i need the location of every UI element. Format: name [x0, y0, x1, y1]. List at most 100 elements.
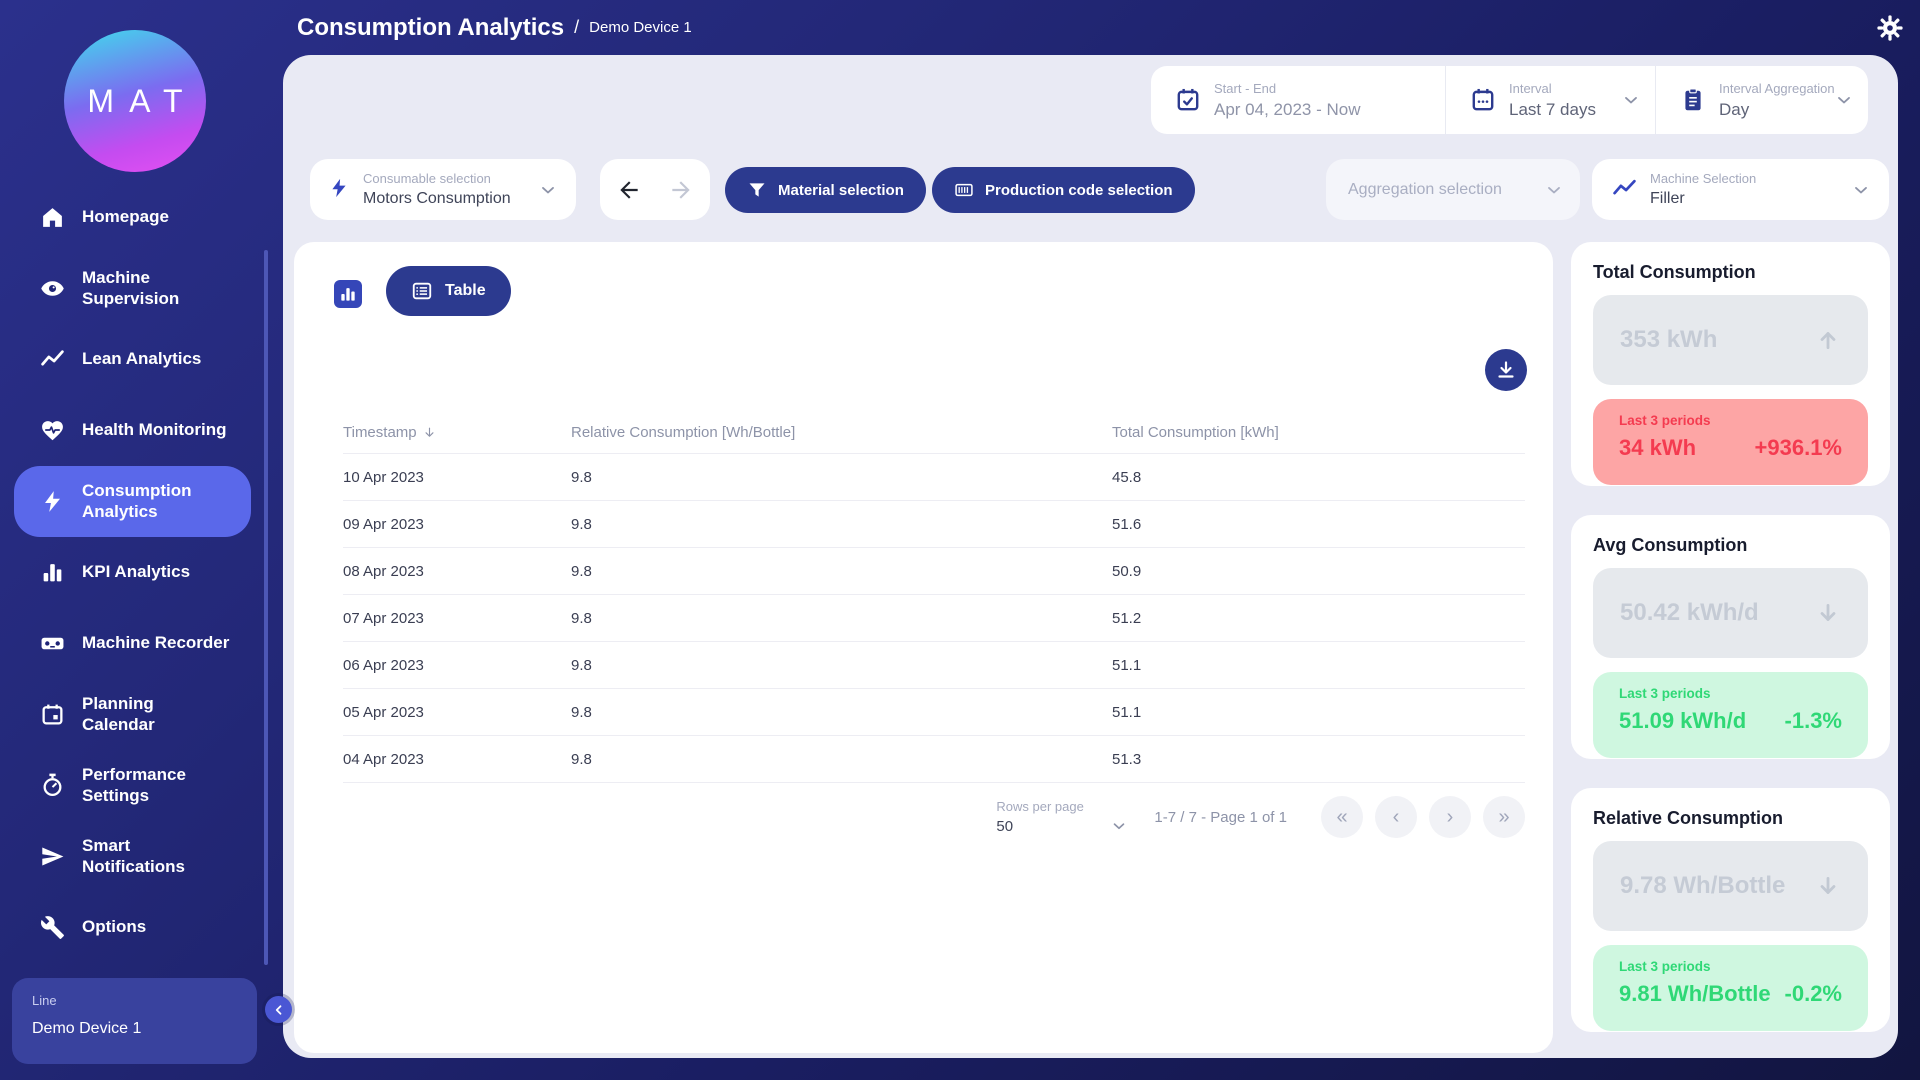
chevron-down-icon	[1110, 817, 1128, 835]
sidebar-item-options[interactable]: Options	[0, 892, 283, 963]
cell-timestamp: 06 Apr 2023	[343, 656, 424, 674]
history-nav	[600, 159, 710, 220]
sidebar-item-smart-notifications[interactable]: Smart Notifications	[0, 821, 283, 892]
stat-delta-percent: -1.3%	[1784, 708, 1842, 733]
arrow-forward-icon[interactable]	[668, 177, 694, 203]
table-row[interactable]: 09 Apr 2023 9.8 51.6	[343, 501, 1525, 548]
stats-column: Total Consumption 353 kWh Last 3 periods…	[1571, 242, 1890, 1032]
production-code-selection-button[interactable]: Production code selection	[932, 167, 1195, 213]
rows-per-page-select[interactable]: 50	[996, 817, 1128, 835]
sidebar-item-label: Smart	[82, 835, 131, 855]
sidebar-item-planning-calendar[interactable]: Planning Calendar	[0, 679, 283, 750]
table-view-toggle-button[interactable]: Table	[386, 266, 511, 316]
chevron-down-icon	[1834, 90, 1854, 110]
sidebar-item-health-monitoring[interactable]: Health Monitoring	[0, 395, 283, 466]
chart-view-toggle-button[interactable]	[334, 280, 362, 308]
last-page-button[interactable]: »	[1483, 796, 1525, 838]
stat-title: Total Consumption	[1593, 262, 1756, 282]
gear-icon	[1876, 14, 1904, 42]
sidebar-item-machine-supervision[interactable]: Machine Supervision	[0, 253, 283, 324]
cell-timestamp: 05 Apr 2023	[343, 703, 424, 721]
column-timestamp[interactable]: Timestamp	[343, 424, 417, 441]
sidebar-item-homepage[interactable]: Homepage	[0, 182, 283, 253]
start-end-label: Start - End	[1214, 80, 1277, 96]
interval-filter[interactable]: Interval Last 7 days	[1445, 66, 1655, 134]
cell-total: 51.1	[1112, 703, 1142, 721]
previous-page-button[interactable]: ‹	[1375, 796, 1417, 838]
cell-relative: 9.8	[571, 468, 592, 486]
cell-total: 51.6	[1112, 515, 1142, 533]
material-selection-button[interactable]: Material selection	[725, 167, 926, 213]
machine-selection-dropdown[interactable]: Machine Selection Filler	[1592, 159, 1889, 220]
table-row[interactable]: 06 Apr 2023 9.8 51.1	[343, 642, 1525, 689]
stat-current-value: 50.42 kWh/d	[1620, 599, 1759, 626]
arrow-back-icon[interactable]	[616, 177, 642, 203]
sidebar-scrollbar[interactable]	[264, 250, 268, 965]
rows-per-page-value: 50	[996, 817, 1014, 835]
chevron-left-icon: ‹	[1392, 805, 1400, 828]
sidebar-item-kpi-analytics[interactable]: KPI Analytics	[0, 537, 283, 608]
sidebar-item-label: Lean Analytics	[82, 349, 202, 369]
cell-relative: 9.8	[571, 703, 592, 721]
cell-total: 51.3	[1112, 750, 1142, 768]
bar-chart-icon	[40, 560, 65, 585]
cell-total: 51.1	[1112, 656, 1142, 674]
stat-current-box: 9.78 Wh/Bottle	[1593, 841, 1868, 931]
page-title: Consumption Analytics	[297, 13, 565, 41]
interval-aggregation-filter[interactable]: Interval Aggregation Day	[1655, 66, 1868, 134]
consumable-selection-dropdown[interactable]: Consumable selection Motors Consumption	[310, 159, 576, 220]
table-card: Table Timestamp Relative Consumption [Wh…	[294, 242, 1553, 1053]
start-end-value: Apr 04, 2023 - Now	[1214, 99, 1361, 119]
next-page-button[interactable]: ›	[1429, 796, 1471, 838]
sidebar-item-consumption-analytics[interactable]: Consumption Analytics	[14, 466, 251, 537]
sidebar-item-label: Options	[82, 917, 147, 937]
bolt-icon	[40, 489, 65, 514]
download-button[interactable]	[1485, 349, 1527, 391]
device-card: Line Demo Device 1	[12, 978, 257, 1064]
stat-current-value: 9.78 Wh/Bottle	[1620, 872, 1786, 899]
start-end-filter[interactable]: Start - End Apr 04, 2023 - Now	[1151, 66, 1445, 134]
stat-current-box: 353 kWh	[1593, 295, 1868, 385]
stat-period-value: 34 kWh	[1619, 435, 1697, 460]
stat-delta-box: Last 3 periods 9.81 Wh/Bottle -0.2%	[1593, 945, 1868, 1031]
sort-descending-icon[interactable]	[422, 425, 437, 440]
column-total-consumption[interactable]: Total Consumption [kWh]	[1112, 424, 1279, 441]
column-relative-consumption[interactable]: Relative Consumption [Wh/Bottle]	[571, 424, 796, 441]
first-page-button[interactable]: «	[1321, 796, 1363, 838]
cell-timestamp: 07 Apr 2023	[343, 609, 424, 627]
double-chevron-left-icon: «	[1336, 805, 1348, 828]
sidebar-item-lean-analytics[interactable]: Lean Analytics	[0, 324, 283, 395]
sidebar-item-label: Homepage	[82, 207, 169, 227]
mini-bar-chart-icon	[338, 284, 358, 304]
table-row[interactable]: 07 Apr 2023 9.8 51.2	[343, 595, 1525, 642]
table-row[interactable]: 05 Apr 2023 9.8 51.1	[343, 689, 1525, 736]
device-card-value: Demo Device 1	[32, 1020, 142, 1037]
interval-aggregation-label: Interval Aggregation	[1719, 80, 1835, 96]
cell-relative: 9.8	[571, 750, 592, 768]
table-row[interactable]: 04 Apr 2023 9.8 51.3	[343, 736, 1525, 783]
sidebar-item-label: Machine Recorder	[82, 633, 230, 653]
stat-delta-percent: -0.2%	[1784, 981, 1842, 1006]
table-row[interactable]: 08 Apr 2023 9.8 50.9	[343, 548, 1525, 595]
relative-consumption-card: Relative Consumption 9.78 Wh/Bottle Last…	[1571, 788, 1890, 1032]
gauge-icon	[40, 773, 65, 798]
stat-period-label: Last 3 periods	[1619, 959, 1711, 974]
table-header-row: Timestamp Relative Consumption [Wh/Bottl…	[343, 412, 1525, 454]
aggregation-selection-dropdown[interactable]: Aggregation selection	[1326, 159, 1580, 220]
barcode-icon	[954, 180, 974, 200]
sidebar-item-performance-settings[interactable]: Performance Settings	[0, 750, 283, 821]
settings-gear-button[interactable]	[1876, 14, 1904, 42]
sidebar-item-machine-recorder[interactable]: Machine Recorder	[0, 608, 283, 679]
sidebar-collapse-button[interactable]	[265, 996, 292, 1023]
chevron-down-icon	[538, 180, 558, 200]
chevron-right-icon: ›	[1446, 805, 1454, 828]
interval-value: Last 7 days	[1509, 99, 1596, 119]
sidebar: MAT Homepage Machine Supervision Lean Ana…	[0, 0, 292, 1080]
material-selection-label: Material selection	[778, 181, 904, 199]
production-code-selection-label: Production code selection	[985, 181, 1173, 199]
chevron-left-icon	[270, 1001, 288, 1019]
cell-relative: 9.8	[571, 562, 592, 580]
avg-consumption-card: Avg Consumption 50.42 kWh/d Last 3 perio…	[1571, 515, 1890, 759]
table-row[interactable]: 10 Apr 2023 9.8 45.8	[343, 454, 1525, 501]
bolt-icon	[328, 177, 350, 202]
